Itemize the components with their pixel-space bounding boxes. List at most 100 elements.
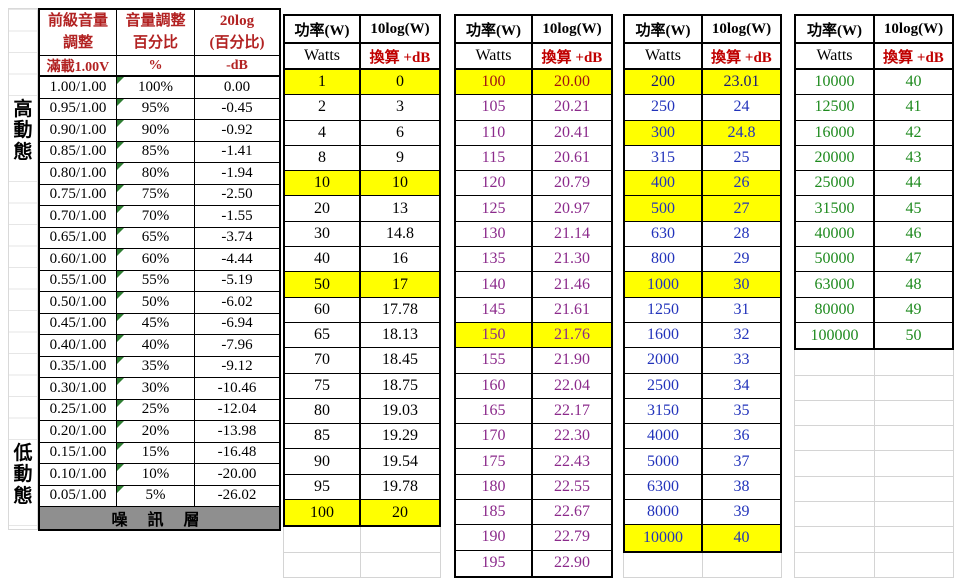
header-line1: 20log (219, 12, 255, 29)
watts-cell: 1600 (625, 322, 703, 348)
volume-table-row: 0.50/1.00 50% -6.02 (40, 292, 279, 314)
power-table-row: 100 20 (285, 500, 439, 526)
power-table-row: 185 22.67 (456, 500, 611, 526)
db-cell: -6.02 (195, 292, 279, 314)
power-table-row: 315 25 (625, 145, 780, 172)
db-cell: 47 (905, 250, 922, 268)
watts-cell: 10000 (625, 525, 703, 551)
volume-table-row: 0.30/1.00 30% -10.46 (40, 378, 279, 400)
db-cell: 22.17 (554, 402, 590, 419)
percent-cell: 10% (117, 464, 195, 486)
power-table-row: 150 21.76 (456, 322, 611, 349)
power-table-row: 105 20.21 (456, 95, 611, 121)
volume-header-cell: 20log (百分比) (195, 10, 279, 56)
dynamic-range-label-char: 動 (9, 464, 37, 486)
db-cell: 18.45 (382, 351, 418, 369)
db-cell: -0.45 (195, 99, 279, 120)
power-header-cell: 功率(W) (285, 16, 361, 42)
empty-grid-cell (795, 375, 875, 400)
watts-cell: 400 (625, 171, 703, 196)
watts-cell: 125 (456, 196, 533, 221)
dynamic-range-label-column: 高動態低動態 (8, 8, 38, 530)
dynamic-range-label-char: 低 (9, 442, 37, 464)
power-db-table-1: 功率(W) 10log(W) Watts 換算 +dB 1 0 2 3 4 6 8 9 10 10 20 13… (283, 14, 441, 578)
db-cell: 22.43 (554, 452, 590, 470)
error-flag-triangle-icon (117, 206, 124, 213)
volume-table-row: 0.55/1.00 55% -5.19 (40, 270, 279, 292)
watts-cell: 185 (456, 500, 533, 525)
power-table-row: 630 28 (625, 221, 780, 248)
percent-cell: 15% (117, 442, 195, 464)
power-table-row: 6300 38 (625, 474, 780, 501)
watts-cell: 10 (285, 171, 361, 196)
watts-cell: 195 (456, 550, 533, 576)
watts-cell: 6300 (625, 474, 703, 500)
power-table-row: 160 22.04 (456, 373, 611, 399)
watts-label-cell: Watts (796, 44, 875, 68)
voltage-ratio-cell: 0.55/1.00 (40, 270, 117, 292)
db-cell: 6 (396, 123, 404, 141)
voltage-ratio-cell: 0.60/1.00 (40, 249, 117, 271)
db-cell: -0.92 (195, 120, 279, 142)
empty-grid-row (794, 375, 954, 401)
percent-cell: 5% (117, 485, 195, 507)
watts-cell: 100000 (796, 322, 875, 349)
db-cell: 19.03 (382, 402, 418, 419)
db-cell: 21.61 (554, 300, 590, 318)
percent-cell: 55% (117, 270, 195, 292)
power-db-table-2: 功率(W) 10log(W) Watts 換算 +dB 100 20.00 105 20.21… (454, 14, 613, 578)
db-cell: -7.96 (195, 335, 279, 357)
error-flag-triangle-icon (117, 442, 124, 450)
watts-cell: 170 (456, 424, 533, 449)
empty-grid-row (794, 527, 954, 553)
db-cell: 20.61 (554, 149, 590, 167)
db-conversion-label-cell: 換算 +dB (711, 49, 772, 66)
db-cell: 39 (733, 503, 750, 521)
watts-cell: 63000 (796, 272, 875, 297)
empty-grid-cell (795, 350, 875, 375)
watts-cell: 31500 (796, 196, 875, 221)
power-table-row: 50 17 (285, 272, 439, 298)
watts-cell: 160 (456, 373, 533, 398)
power-table-row: 85 19.29 (285, 424, 439, 450)
voltage-ratio-cell: 0.75/1.00 (40, 184, 117, 206)
db-cell: 22.55 (554, 477, 590, 495)
db-cell: -4.44 (195, 249, 279, 271)
volume-header-cell: 音量調整 百分比 (117, 10, 195, 56)
power-table-row: 65 18.13 (285, 322, 439, 349)
db-cell: 24 (733, 98, 750, 116)
db-cell: 48 (905, 275, 922, 293)
power-table-row: 8000 39 (625, 500, 780, 526)
db-cell: 27 (733, 199, 750, 217)
db-cell: 30 (733, 275, 750, 293)
power-table-header-row: 功率(W) 10log(W) (456, 16, 611, 44)
empty-grid-cell (795, 476, 875, 502)
watts-cell: 3150 (625, 398, 703, 424)
power-table-row: 200 23.01 (625, 70, 780, 96)
voltage-ratio-cell: 0.85/1.00 (40, 141, 117, 163)
db-conversion-label-cell: 換算 +dB (883, 49, 944, 66)
watts-cell: 95 (285, 474, 361, 500)
db-cell: 42 (905, 123, 922, 141)
power-table-header-row: 功率(W) 10log(W) (285, 16, 439, 44)
volume-table-row: 0.95/1.00 95% -0.45 (40, 98, 279, 120)
power-table-row: 5000 37 (625, 449, 780, 475)
percent-cell: 30% (117, 378, 195, 400)
voltage-ratio-cell: 0.30/1.00 (40, 378, 117, 400)
volume-table-row: 0.80/1.00 80% -1.94 (40, 163, 279, 185)
volume-table-row: 1.00/1.00 100% 0.00 (40, 77, 279, 99)
voltage-ratio-cell: 0.25/1.00 (40, 399, 117, 421)
db-cell: 0 (396, 73, 404, 91)
percent-cell: 75% (117, 184, 195, 206)
voltage-ratio-cell: 0.45/1.00 (40, 313, 117, 335)
watts-cell: 25000 (796, 171, 875, 196)
power-table-row: 250 24 (625, 95, 780, 121)
error-flag-triangle-icon (117, 356, 124, 364)
watts-cell: 115 (456, 145, 533, 171)
db-cell: 18.13 (382, 326, 418, 344)
db-cell: 46 (905, 224, 922, 242)
watts-cell: 120 (456, 171, 533, 196)
db-conversion-label-cell: 換算 +dB (369, 49, 431, 66)
watts-cell: 165 (456, 398, 533, 424)
